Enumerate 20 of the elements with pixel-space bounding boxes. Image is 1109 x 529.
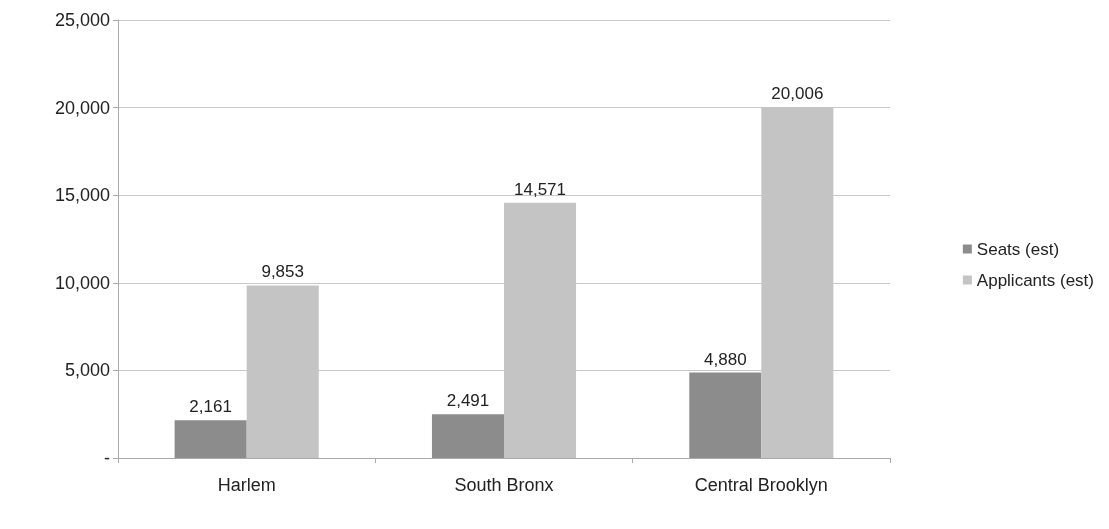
y-tick-label: - bbox=[104, 448, 110, 468]
x-tick-label: South Bronx bbox=[454, 475, 554, 495]
legend-label: Seats (est) bbox=[976, 239, 1060, 259]
data-label: 2,161 bbox=[189, 397, 232, 417]
x-tick-label: Harlem bbox=[217, 475, 276, 495]
y-tick-label: 20,000 bbox=[54, 97, 110, 118]
bar bbox=[431, 414, 504, 458]
data-label: 20,006 bbox=[771, 84, 824, 104]
y-tick-label: 15,000 bbox=[54, 185, 110, 206]
y-tick-label: 25,000 bbox=[54, 10, 110, 30]
bar bbox=[174, 420, 247, 458]
data-label: 14,571 bbox=[514, 179, 567, 199]
data-label: 2,491 bbox=[446, 391, 490, 411]
x-tick-label: Central Brooklyn bbox=[694, 475, 828, 495]
bar bbox=[689, 372, 762, 458]
y-tick-label: 10,000 bbox=[54, 272, 110, 293]
data-label: 4,880 bbox=[704, 349, 747, 369]
y-tick-label: 5,000 bbox=[64, 360, 110, 381]
data-label: 9,853 bbox=[261, 262, 304, 282]
legend-label: Applicants (est) bbox=[976, 270, 1095, 290]
